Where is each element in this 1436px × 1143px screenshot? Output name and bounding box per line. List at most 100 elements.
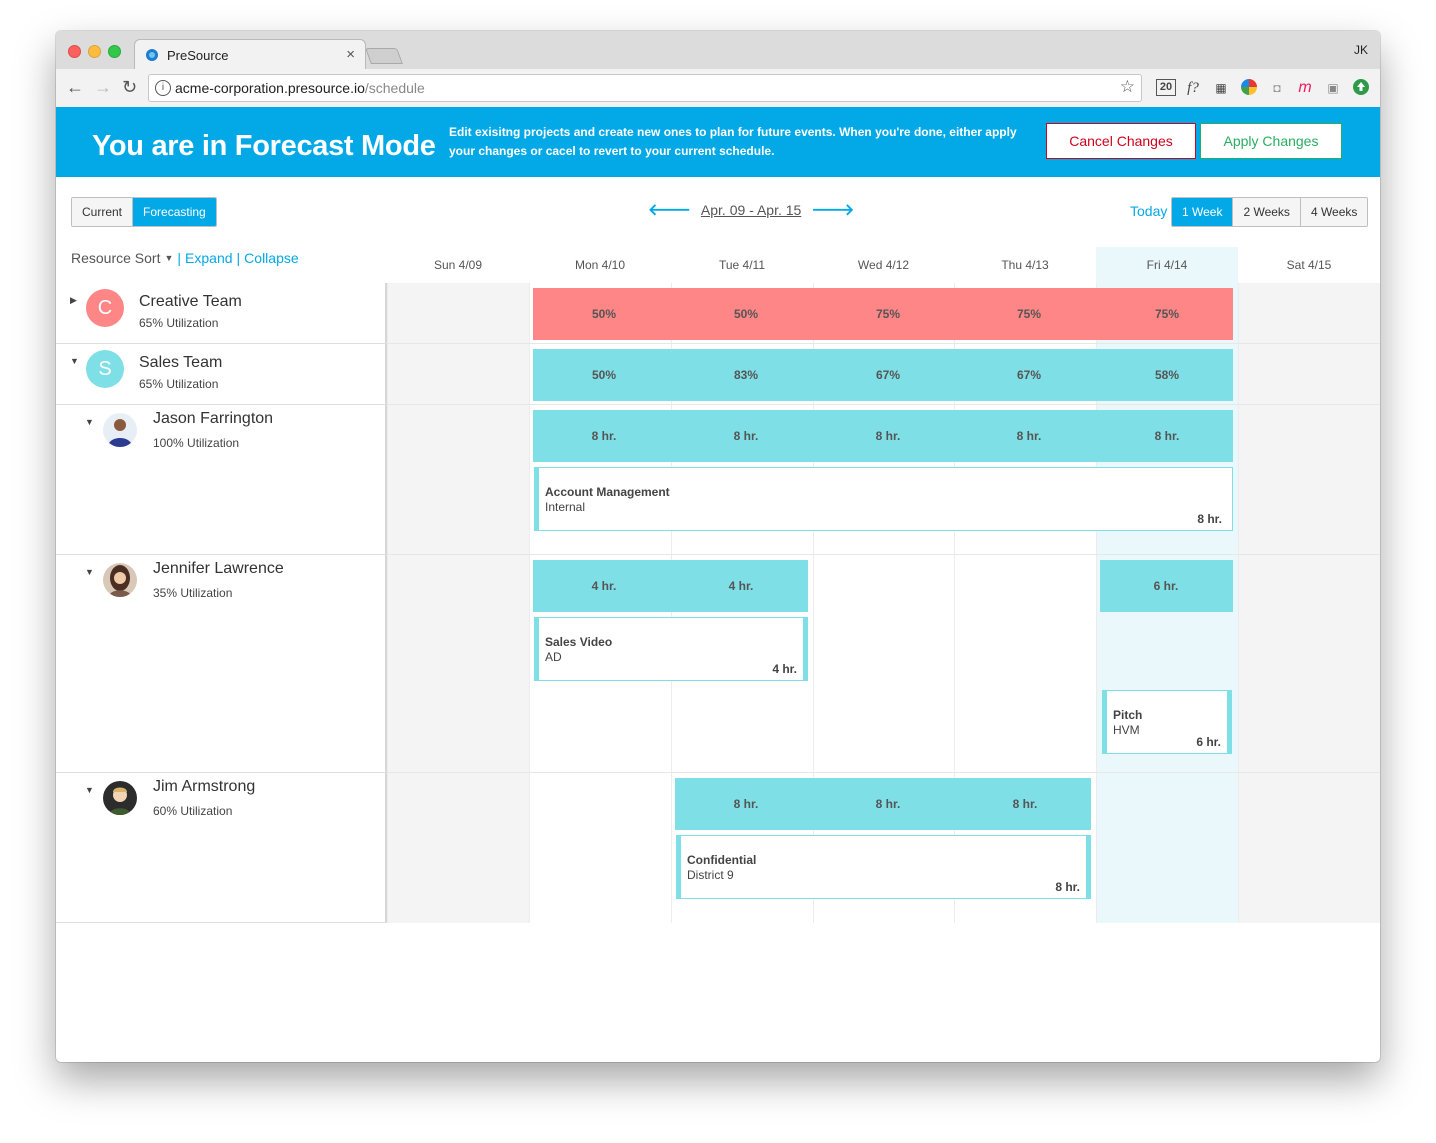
day-header: Sun 4/09 bbox=[433, 258, 483, 272]
row-divider bbox=[387, 554, 1380, 555]
extension-20-icon[interactable]: 20 bbox=[1156, 79, 1176, 96]
cancel-changes-button[interactable]: Cancel Changes bbox=[1046, 123, 1196, 159]
bar-value: 67% bbox=[875, 368, 901, 382]
extension-color-wheel-icon[interactable] bbox=[1240, 79, 1258, 97]
utilization-bar-creative-team[interactable]: 50% 50% 75% 75% 75% bbox=[533, 288, 1233, 340]
assignment-title: Sales Video bbox=[545, 635, 613, 649]
assignment-client: Internal bbox=[545, 500, 586, 514]
assignment-card[interactable]: Pitch HVM 6 hr. bbox=[1102, 690, 1232, 754]
extension-green-arrow-icon[interactable] bbox=[1352, 79, 1370, 97]
browser-window: PreSource × JK ← → ↻ i acme-corporation.… bbox=[56, 31, 1380, 1062]
resource-utilization: 65% Utilization bbox=[139, 316, 219, 330]
bar-value: 75% bbox=[875, 307, 901, 321]
new-tab-button[interactable] bbox=[365, 48, 403, 64]
bar-value: 8 hr. bbox=[1154, 429, 1180, 443]
extension-font-icon[interactable]: f? bbox=[1187, 80, 1199, 96]
mode-current-button[interactable]: Current bbox=[72, 198, 134, 226]
row-divider bbox=[387, 404, 1380, 405]
day-column-thu bbox=[954, 283, 1096, 923]
assignment-hours: 8 hr. bbox=[1055, 880, 1080, 894]
presource-logo-icon bbox=[146, 49, 158, 61]
resource-controls: Resource Sort ▼ | Expand | Collapse bbox=[71, 250, 299, 266]
assignment-hours: 8 hr. bbox=[1197, 512, 1222, 526]
day-header: Mon 4/10 bbox=[574, 258, 626, 272]
info-icon[interactable]: i bbox=[155, 80, 171, 96]
extension-qr-icon[interactable]: ▦ bbox=[1215, 81, 1227, 95]
extension-m-icon[interactable]: m bbox=[1298, 79, 1312, 96]
utilization-bar-sales-team[interactable]: 50% 83% 67% 67% 58% bbox=[533, 349, 1233, 401]
caret-down-icon[interactable]: ▼ bbox=[85, 785, 94, 795]
hours-bar-jason-farrington[interactable]: 8 hr. 8 hr. 8 hr. 8 hr. 8 hr. bbox=[533, 410, 1233, 462]
bar-value: 8 hr. bbox=[591, 429, 617, 443]
back-icon[interactable]: ← bbox=[66, 77, 84, 97]
day-header-today: Fri 4/14 bbox=[1096, 247, 1238, 283]
range-2-weeks-button[interactable]: 2 Weeks bbox=[1233, 198, 1301, 226]
divider: | bbox=[236, 250, 241, 266]
reload-icon[interactable]: ↻ bbox=[122, 77, 138, 97]
range-4-weeks-button[interactable]: 4 Weeks bbox=[1300, 198, 1368, 226]
minimize-window-button[interactable] bbox=[88, 45, 101, 58]
assignment-hours: 6 hr. bbox=[1196, 735, 1221, 749]
hours-bar-jennifer-lawrence[interactable]: 6 hr. bbox=[1100, 560, 1233, 612]
bar-value: 67% bbox=[1016, 368, 1042, 382]
resource-row-creative-team[interactable]: ▶ C Creative Team 65% Utilization bbox=[56, 283, 387, 344]
mode-forecasting-button[interactable]: Forecasting bbox=[133, 198, 216, 226]
date-range-nav: 🡐 Apr. 09 - Apr. 15 🡒 bbox=[648, 199, 854, 220]
resource-row-jason-farrington[interactable]: ▼ Jason Farrington 100% Utilization bbox=[56, 405, 387, 555]
assignment-client: HVM bbox=[1113, 723, 1140, 737]
bar-value: 50% bbox=[591, 368, 617, 382]
assignment-card[interactable]: Confidential District 9 8 hr. bbox=[676, 835, 1091, 899]
caret-down-icon[interactable]: ▼ bbox=[85, 417, 94, 427]
collapse-link[interactable]: Collapse bbox=[244, 250, 299, 266]
row-divider bbox=[387, 343, 1380, 344]
today-button[interactable]: Today bbox=[1130, 203, 1168, 219]
caret-down-icon[interactable]: ▼ bbox=[70, 356, 79, 366]
avatar: C bbox=[86, 289, 124, 327]
browser-tab[interactable]: PreSource × bbox=[134, 39, 366, 70]
row-divider bbox=[387, 772, 1380, 773]
hours-bar-jennifer-lawrence[interactable]: 4 hr. 4 hr. bbox=[533, 560, 808, 612]
resource-sort-dropdown[interactable]: Resource Sort bbox=[71, 250, 161, 266]
day-header: Thu 4/13 bbox=[1001, 258, 1049, 272]
range-1-week-button[interactable]: 1 Week bbox=[1172, 198, 1234, 226]
assignment-card[interactable]: Sales Video AD 4 hr. bbox=[534, 617, 808, 681]
resource-utilization: 35% Utilization bbox=[153, 586, 233, 600]
previous-week-icon[interactable]: 🡐 bbox=[648, 202, 691, 219]
next-week-icon[interactable]: 🡒 bbox=[811, 202, 855, 219]
forecast-banner: You are in Forecast Mode Edit exisitng p… bbox=[56, 107, 1380, 177]
extension-camera-icon[interactable]: ◘ bbox=[1273, 81, 1281, 95]
caret-down-icon[interactable]: ▼ bbox=[85, 567, 94, 577]
bar-value: 8 hr. bbox=[875, 797, 901, 811]
extension-note-icon[interactable]: ▣ bbox=[1327, 81, 1339, 95]
assignment-card[interactable]: Account Management Internal 8 hr. bbox=[534, 467, 1233, 531]
date-range-label[interactable]: Apr. 09 - Apr. 15 bbox=[700, 201, 802, 218]
resource-row-sales-team[interactable]: ▼ S Sales Team 65% Utilization bbox=[56, 344, 387, 405]
day-column-sat bbox=[1238, 283, 1380, 923]
resource-row-jennifer-lawrence[interactable]: ▼ Jennifer Lawrence 35% Utilization bbox=[56, 555, 387, 773]
forward-icon[interactable]: → bbox=[94, 77, 112, 97]
apply-changes-button[interactable]: Apply Changes bbox=[1200, 123, 1342, 159]
avatar-photo bbox=[103, 781, 137, 815]
resource-row-jim-armstrong[interactable]: ▼ Jim Armstrong 60% Utilization bbox=[56, 773, 387, 923]
day-column-mon bbox=[529, 283, 671, 923]
resource-utilization: 100% Utilization bbox=[153, 436, 240, 450]
profile-button[interactable]: JK bbox=[1353, 43, 1368, 57]
caret-right-icon[interactable]: ▶ bbox=[70, 295, 77, 305]
resource-utilization: 65% Utilization bbox=[139, 377, 219, 391]
chevron-down-icon[interactable]: ▼ bbox=[164, 253, 174, 263]
tab-title: PreSource bbox=[167, 48, 229, 63]
assignment-client: District 9 bbox=[687, 868, 734, 882]
close-tab-icon[interactable]: × bbox=[346, 46, 355, 63]
bar-value: 50% bbox=[733, 307, 759, 321]
close-window-button[interactable] bbox=[68, 45, 81, 58]
bookmark-star-icon[interactable]: ☆ bbox=[1119, 77, 1135, 96]
resource-name: Creative Team bbox=[139, 293, 242, 310]
day-column-wed bbox=[813, 283, 954, 923]
bar-value: 8 hr. bbox=[733, 797, 759, 811]
expand-link[interactable]: Expand bbox=[185, 250, 233, 266]
hours-bar-jim-armstrong[interactable]: 8 hr. 8 hr. 8 hr. bbox=[675, 778, 1091, 830]
bar-value: 8 hr. bbox=[875, 429, 901, 443]
url-input[interactable]: i acme-corporation.presource.io/schedule… bbox=[148, 74, 1142, 102]
maximize-window-button[interactable] bbox=[108, 45, 121, 58]
resource-utilization: 60% Utilization bbox=[153, 804, 233, 818]
